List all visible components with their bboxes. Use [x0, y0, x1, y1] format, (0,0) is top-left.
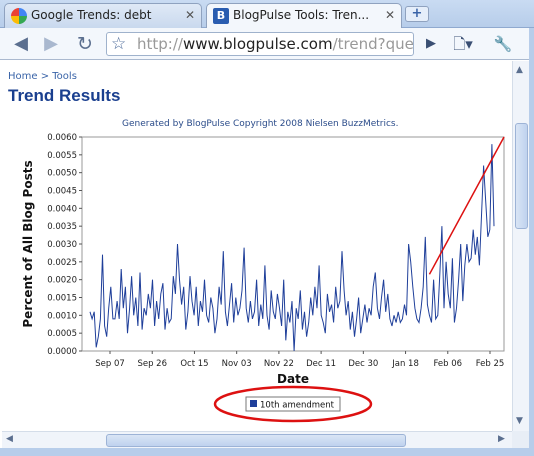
y-tick-label: 0.0020: [47, 276, 77, 286]
x-tick-label: Dec 11: [306, 359, 336, 369]
page-title: Trend Results: [8, 86, 121, 105]
tab-google-trends[interactable]: Google Trends: debt ✕: [4, 3, 202, 28]
window-frame: [0, 448, 534, 456]
vertical-scrollbar[interactable]: ▲ ▼: [512, 61, 529, 431]
wrench-menu-icon[interactable]: 🔧▾: [493, 35, 513, 75]
y-tick-label: 0.0060: [47, 133, 77, 143]
legend-swatch: [250, 400, 257, 407]
forward-arrow-icon[interactable]: ▶: [44, 33, 58, 54]
x-tick-label: Nov 22: [264, 359, 294, 369]
window-frame: [529, 28, 534, 456]
x-axis-label: Date: [277, 372, 309, 386]
page-content: Home > Tools Trend Results Generated by …: [2, 61, 512, 431]
y-tick-label: 0.0040: [47, 204, 77, 214]
new-tab-button[interactable]: +: [405, 6, 429, 22]
url-text: http://www.blogpulse.com/trend?quer: [137, 35, 414, 53]
y-tick-label: 0.0035: [47, 222, 77, 232]
x-tick-label: Nov 03: [222, 359, 252, 369]
x-tick-label: Jan 18: [391, 359, 419, 369]
x-tick-label: Oct 15: [180, 359, 208, 369]
plot-area: [81, 136, 505, 352]
y-tick-label: 0.0000: [47, 347, 77, 357]
bookmark-star-icon[interactable]: ☆: [111, 34, 127, 54]
breadcrumb[interactable]: Home > Tools: [8, 71, 77, 82]
trend-annotation-line: [428, 136, 505, 275]
x-tick-label: Sep 07: [95, 359, 125, 369]
horizontal-scroll-thumb[interactable]: [106, 434, 406, 447]
legend-label: 10th amendment: [260, 401, 335, 411]
y-tick-label: 0.0050: [47, 169, 77, 179]
tab-strip: Google Trends: debt ✕ B BlogPulse Tools:…: [0, 0, 534, 29]
google-favicon-icon: [11, 8, 27, 24]
series-line-10th-amendment: [89, 144, 495, 352]
generated-credit: Generated by BlogPulse Copyright 2008 Ni…: [122, 119, 399, 129]
vertical-scroll-thumb[interactable]: [515, 123, 528, 229]
y-tick-label: 0.0005: [47, 329, 77, 339]
x-tick-label: Feb 25: [476, 359, 505, 369]
x-tick-label: Sep 26: [137, 359, 167, 369]
tab-blogpulse[interactable]: B BlogPulse Tools: Tren... ✕: [206, 3, 402, 29]
scroll-down-icon[interactable]: ▼: [516, 416, 523, 426]
y-tick-label: 0.0015: [47, 294, 77, 304]
legend-box: [245, 396, 341, 412]
x-tick-label: Dec 30: [348, 359, 378, 369]
tab-title: Google Trends: debt: [31, 8, 152, 22]
y-axis-label: Percent of All Blog Posts: [21, 160, 35, 327]
reload-icon[interactable]: ↻: [77, 33, 93, 55]
go-arrow-icon[interactable]: ▶: [426, 36, 436, 51]
y-tick-label: 0.0010: [47, 311, 77, 321]
tab-title: BlogPulse Tools: Tren...: [233, 8, 370, 22]
y-tick-label: 0.0030: [47, 240, 77, 250]
address-bar[interactable]: ☆ http://www.blogpulse.com/trend?quer: [106, 32, 414, 56]
y-tick-label: 0.0025: [47, 258, 77, 268]
x-tick-label: Feb 06: [433, 359, 462, 369]
page-menu-icon[interactable]: 🗋▾: [453, 35, 473, 53]
y-tick-label: 0.0045: [47, 187, 77, 197]
back-arrow-icon[interactable]: ◀: [14, 33, 28, 54]
browser-toolbar: ◀ ▶ ↻ ☆ http://www.blogpulse.com/trend?q…: [0, 28, 534, 75]
scroll-up-icon[interactable]: ▲: [516, 65, 523, 75]
y-tick-label: 0.0055: [47, 151, 77, 161]
scroll-corner: [512, 431, 529, 448]
horizontal-scrollbar[interactable]: ◀ ▶: [2, 431, 512, 448]
legend-highlight-ellipse: [213, 385, 373, 423]
scroll-left-icon[interactable]: ◀: [6, 434, 13, 444]
close-tab-icon[interactable]: ✕: [384, 8, 395, 22]
close-tab-icon[interactable]: ✕: [184, 8, 195, 22]
blogpulse-favicon-icon: B: [213, 8, 229, 24]
trend-chart: 0.0000 0.0005 0.0010 0.0015 0.0020 0.0025 0.00…: [21, 133, 505, 423]
scroll-right-icon[interactable]: ▶: [498, 434, 505, 444]
